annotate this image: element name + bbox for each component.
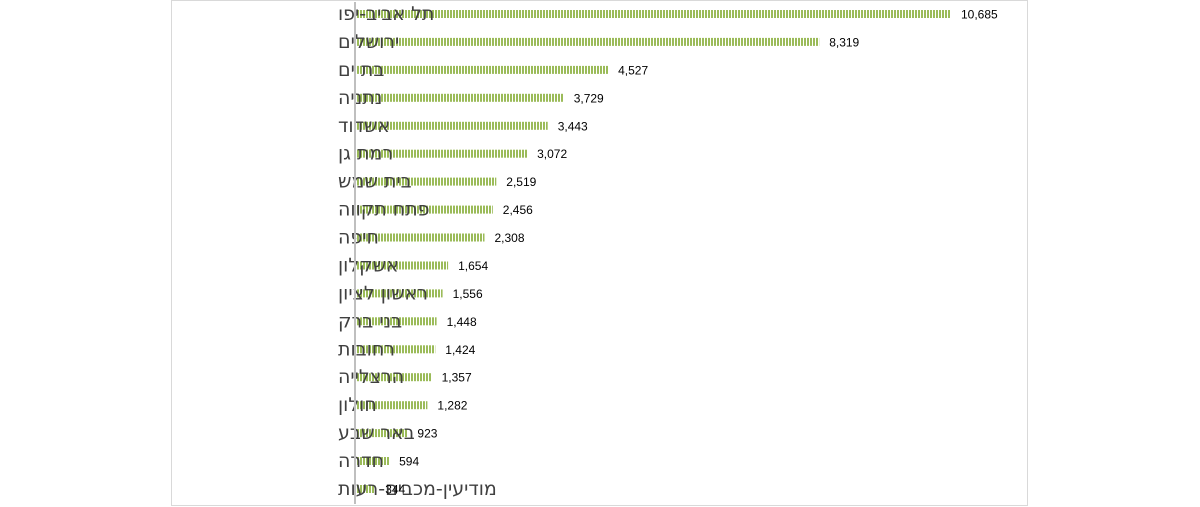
category-tick-label: נתניה — [338, 87, 382, 109]
bar — [356, 485, 376, 493]
bar — [356, 65, 609, 74]
bar-value-label: 3,729 — [574, 91, 604, 105]
category-tick-label: חיפה — [338, 227, 379, 249]
bar — [356, 121, 548, 130]
bar — [356, 373, 432, 382]
category-tick-label: באר שבע — [338, 422, 415, 444]
category-tick-label: חדרה — [338, 450, 384, 472]
bar-value-label: 1,654 — [458, 259, 488, 273]
category-tick-label: בית שמש — [338, 171, 412, 193]
bar-value-label: 1,556 — [453, 287, 483, 301]
category-tick-label: בני ברק — [338, 310, 402, 332]
category-tick-label: רחובות — [338, 338, 395, 360]
bar-value-label: 2,456 — [503, 203, 533, 217]
bar — [356, 289, 443, 298]
bar-value-label: 3,072 — [537, 147, 567, 161]
bar — [356, 401, 428, 410]
bar — [356, 261, 449, 270]
chart-frame — [171, 0, 1028, 506]
category-tick-label: תל אביב-יפו — [338, 3, 434, 25]
category-tick-label: חולון — [338, 394, 377, 416]
bar — [356, 10, 951, 18]
bar-value-label: 2,308 — [495, 231, 525, 245]
bar-value-label: 8,319 — [829, 35, 859, 49]
bar — [356, 429, 408, 438]
bar — [356, 457, 390, 465]
bar-value-label: 344 — [385, 483, 405, 497]
category-tick-label: פתח תקווה — [338, 199, 430, 221]
bar-value-label: 10,685 — [961, 8, 998, 22]
category-tick-label: ירושלים — [338, 31, 399, 53]
bar — [356, 233, 485, 242]
bar-value-label: 1,282 — [437, 399, 467, 413]
category-tick-label: הרצלייה — [338, 366, 404, 388]
category-tick-label: רמת גן — [338, 143, 393, 165]
bar-value-label: 4,527 — [618, 63, 648, 77]
bar — [356, 37, 820, 46]
bar — [356, 93, 564, 102]
bar — [356, 149, 528, 158]
category-tick-label: אשדוד — [338, 115, 390, 137]
bar — [356, 345, 436, 354]
bar-value-label: 1,357 — [442, 371, 472, 385]
category-tick-label: אשקלון — [338, 255, 399, 277]
category-tick-label: ראשון לציון — [338, 282, 428, 304]
bar-value-label: 3,443 — [558, 119, 588, 133]
bar — [356, 205, 493, 214]
bar — [356, 317, 437, 326]
bar-value-label: 594 — [399, 455, 419, 469]
bar-value-label: 1,424 — [445, 343, 475, 357]
bar — [356, 177, 497, 186]
category-tick-label: בת ים — [338, 59, 384, 81]
bar-value-label: 1,448 — [447, 315, 477, 329]
category-tick-label: מודיעין-מכבים-רעות — [338, 478, 497, 500]
bar-value-label: 2,519 — [506, 175, 536, 189]
bar-value-label: 923 — [417, 427, 437, 441]
